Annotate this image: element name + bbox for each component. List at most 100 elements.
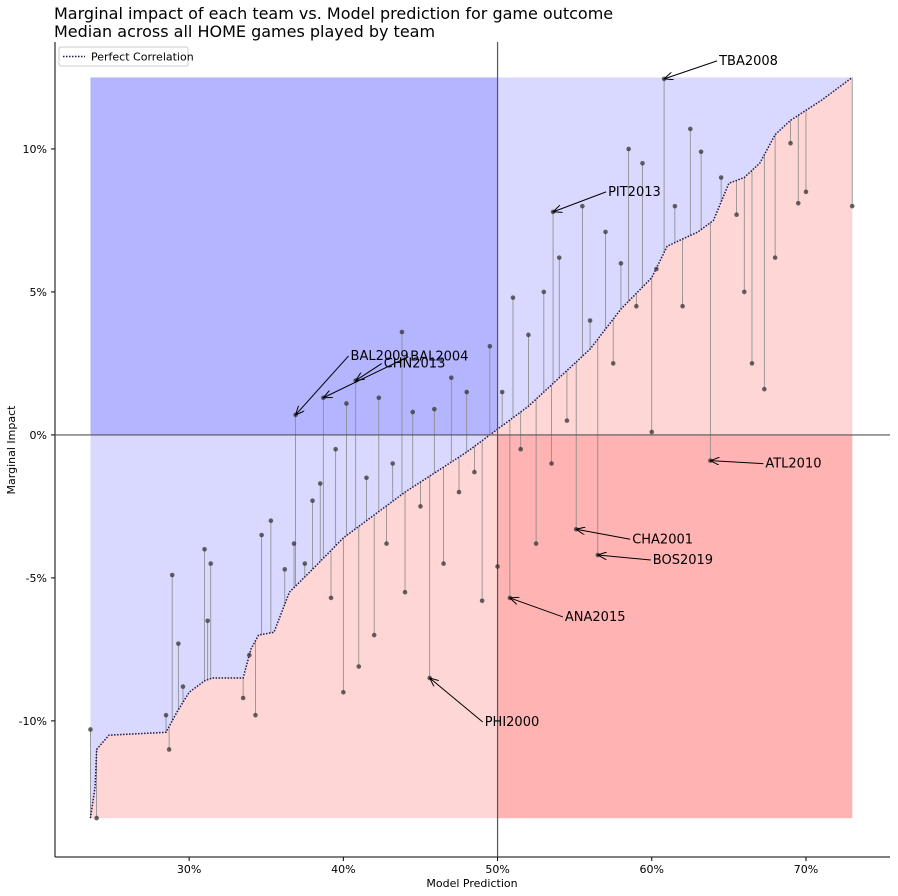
point (371, 632, 377, 638)
point (341, 689, 346, 695)
point (253, 712, 258, 718)
y-tick-label: -10% (19, 715, 47, 728)
point (169, 572, 175, 578)
point (688, 126, 693, 132)
y-axis-label: Marginal Impact (5, 405, 18, 495)
point (456, 489, 462, 495)
point (180, 684, 186, 689)
point (680, 303, 685, 309)
annotation-label: PHI2000 (485, 715, 540, 730)
point (587, 318, 593, 323)
point (333, 446, 338, 452)
point (268, 518, 274, 524)
y-tick-label: 5% (30, 286, 47, 299)
point (795, 200, 801, 206)
point (580, 203, 585, 209)
annotation-label: BOS2019 (653, 553, 713, 568)
annotation-arrow (323, 356, 409, 398)
perfect-correlation-line (89, 76, 853, 819)
annotation-label: ATL2010 (765, 457, 821, 472)
point (205, 618, 210, 624)
point (549, 461, 554, 466)
point (328, 595, 334, 601)
point (610, 361, 616, 366)
point (448, 375, 454, 381)
x-axis-label: Model Prediction (426, 877, 517, 890)
point (399, 329, 405, 335)
x-tick-label: 40% (331, 863, 355, 876)
annotation-label: BAL2009 (351, 349, 409, 364)
legend-label: Perfect Correlation (91, 51, 194, 64)
point (626, 146, 631, 152)
point (487, 343, 493, 349)
point (640, 160, 645, 166)
point (618, 261, 624, 266)
point (472, 469, 477, 475)
point (166, 747, 172, 752)
legend: Perfect Correlation (58, 46, 194, 67)
point (564, 418, 570, 423)
point (556, 255, 562, 260)
annotation-arrow (356, 363, 382, 381)
point (410, 409, 416, 415)
x-tick-label: 60% (640, 863, 664, 876)
point (441, 561, 446, 566)
point (402, 589, 408, 595)
annotation-label: CHN2013 (384, 357, 446, 372)
y-tick-label: -5% (26, 572, 47, 585)
point (317, 481, 323, 486)
point (88, 727, 93, 732)
point (672, 203, 678, 209)
point (240, 695, 246, 701)
point (384, 541, 389, 546)
point (94, 815, 99, 821)
point (208, 561, 214, 566)
point (603, 229, 608, 235)
point (344, 401, 349, 406)
annotation-arrow (296, 355, 349, 415)
point (772, 255, 778, 260)
annotation-label: CHA2001 (632, 532, 693, 547)
point (464, 389, 470, 395)
legend-box (58, 46, 189, 67)
point (499, 389, 505, 395)
point (390, 461, 396, 466)
annotation-label: PIT2013 (608, 185, 661, 200)
point (432, 406, 437, 412)
annotation-arrow (710, 461, 764, 464)
point (698, 149, 704, 155)
point (163, 712, 169, 718)
point (376, 395, 382, 401)
point (654, 266, 659, 272)
annotation-label: ANA2015 (565, 610, 626, 625)
point (202, 547, 207, 552)
point (518, 446, 523, 452)
x-tick-label: 70% (794, 863, 818, 876)
point (649, 429, 655, 435)
point (246, 652, 252, 658)
x-tick-label: 50% (485, 863, 509, 876)
y-tick-label: 10% (23, 143, 47, 156)
annotation-arrow (553, 191, 607, 212)
point (634, 303, 639, 309)
annotation-arrow (598, 555, 651, 561)
point (356, 664, 362, 669)
point (291, 541, 297, 546)
point (803, 189, 809, 195)
point (788, 140, 793, 146)
upper-left-region (90, 77, 498, 435)
point (495, 564, 500, 569)
chart-subtitle: Median across all HOME games played by t… (54, 22, 435, 41)
annotation-arrow (510, 598, 564, 618)
annotation-arrow (430, 678, 484, 723)
regions (90, 77, 853, 819)
point (259, 532, 264, 538)
point (734, 212, 739, 218)
point (510, 295, 516, 300)
point (302, 561, 308, 566)
point (849, 203, 855, 209)
point (310, 498, 315, 503)
point (718, 175, 724, 180)
